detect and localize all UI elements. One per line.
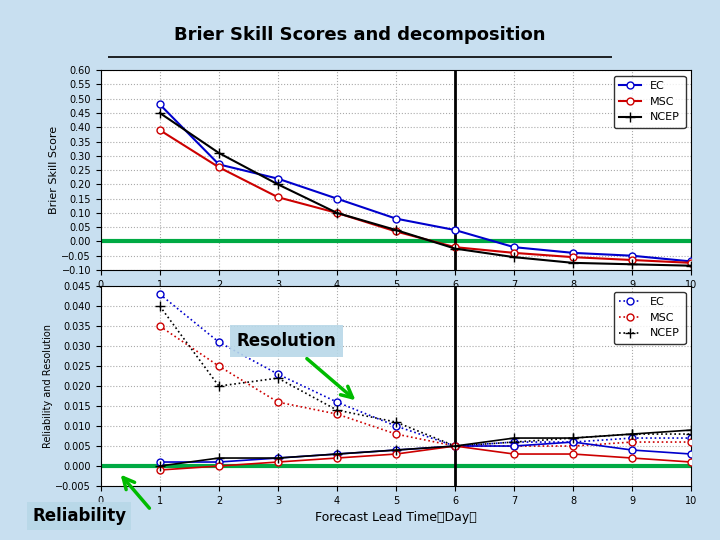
- EC: [687, 435, 696, 441]
- NCEP: [333, 407, 341, 413]
- MSC: [333, 210, 341, 216]
- Y-axis label: Brier Skill Score: Brier Skill Score: [49, 126, 58, 214]
- NCEP: [215, 150, 223, 156]
- Text: Brier Skill Scores and decomposition: Brier Skill Scores and decomposition: [174, 26, 546, 44]
- MSC: [392, 228, 400, 235]
- NCEP: [451, 245, 459, 252]
- MSC: [215, 363, 223, 369]
- MSC: [451, 244, 459, 251]
- MSC: [687, 439, 696, 446]
- MSC: [451, 443, 459, 449]
- Text: Resolution: Resolution: [237, 332, 353, 398]
- EC: [215, 339, 223, 346]
- MSC: [274, 399, 282, 406]
- Line: MSC: MSC: [156, 127, 695, 266]
- NCEP: [156, 303, 164, 309]
- EC: [451, 443, 459, 449]
- MSC: [333, 411, 341, 417]
- Legend: EC, MSC, NCEP: EC, MSC, NCEP: [613, 292, 685, 344]
- EC: [392, 215, 400, 222]
- NCEP: [392, 227, 400, 233]
- Line: NCEP: NCEP: [155, 301, 696, 451]
- MSC: [510, 249, 518, 256]
- EC: [628, 253, 636, 259]
- EC: [333, 195, 341, 202]
- NCEP: [510, 254, 518, 260]
- NCEP: [215, 383, 223, 389]
- MSC: [215, 164, 223, 171]
- MSC: [156, 323, 164, 329]
- MSC: [569, 443, 577, 449]
- EC: [687, 258, 696, 265]
- EC: [628, 435, 636, 441]
- MSC: [392, 431, 400, 437]
- NCEP: [274, 181, 282, 187]
- NCEP: [451, 443, 459, 449]
- NCEP: [687, 431, 696, 437]
- MSC: [156, 127, 164, 133]
- EC: [215, 161, 223, 167]
- NCEP: [510, 439, 518, 446]
- MSC: [628, 256, 636, 263]
- NCEP: [392, 419, 400, 426]
- MSC: [569, 254, 577, 260]
- NCEP: [333, 210, 341, 216]
- EC: [333, 399, 341, 406]
- EC: [569, 249, 577, 256]
- MSC: [628, 439, 636, 446]
- NCEP: [569, 435, 577, 441]
- Text: Reliability: Reliability: [32, 507, 126, 525]
- Legend: EC, MSC, NCEP: EC, MSC, NCEP: [613, 76, 685, 128]
- NCEP: [628, 261, 636, 267]
- MSC: [687, 260, 696, 266]
- EC: [156, 291, 164, 298]
- Line: EC: EC: [156, 291, 695, 449]
- MSC: [274, 194, 282, 200]
- EC: [156, 101, 164, 107]
- EC: [274, 176, 282, 182]
- EC: [510, 244, 518, 251]
- MSC: [510, 443, 518, 449]
- EC: [392, 423, 400, 429]
- NCEP: [569, 260, 577, 266]
- X-axis label: Forecast Lead Time（Day）: Forecast Lead Time（Day）: [315, 511, 477, 524]
- Y-axis label: Reliability and Resolution: Reliability and Resolution: [42, 324, 53, 448]
- NCEP: [687, 262, 696, 269]
- Line: MSC: MSC: [156, 323, 695, 449]
- EC: [510, 439, 518, 446]
- NCEP: [628, 431, 636, 437]
- Line: NCEP: NCEP: [155, 108, 696, 271]
- NCEP: [274, 375, 282, 381]
- Line: EC: EC: [156, 101, 695, 265]
- EC: [569, 439, 577, 446]
- EC: [274, 371, 282, 377]
- EC: [451, 227, 459, 233]
- NCEP: [156, 110, 164, 116]
